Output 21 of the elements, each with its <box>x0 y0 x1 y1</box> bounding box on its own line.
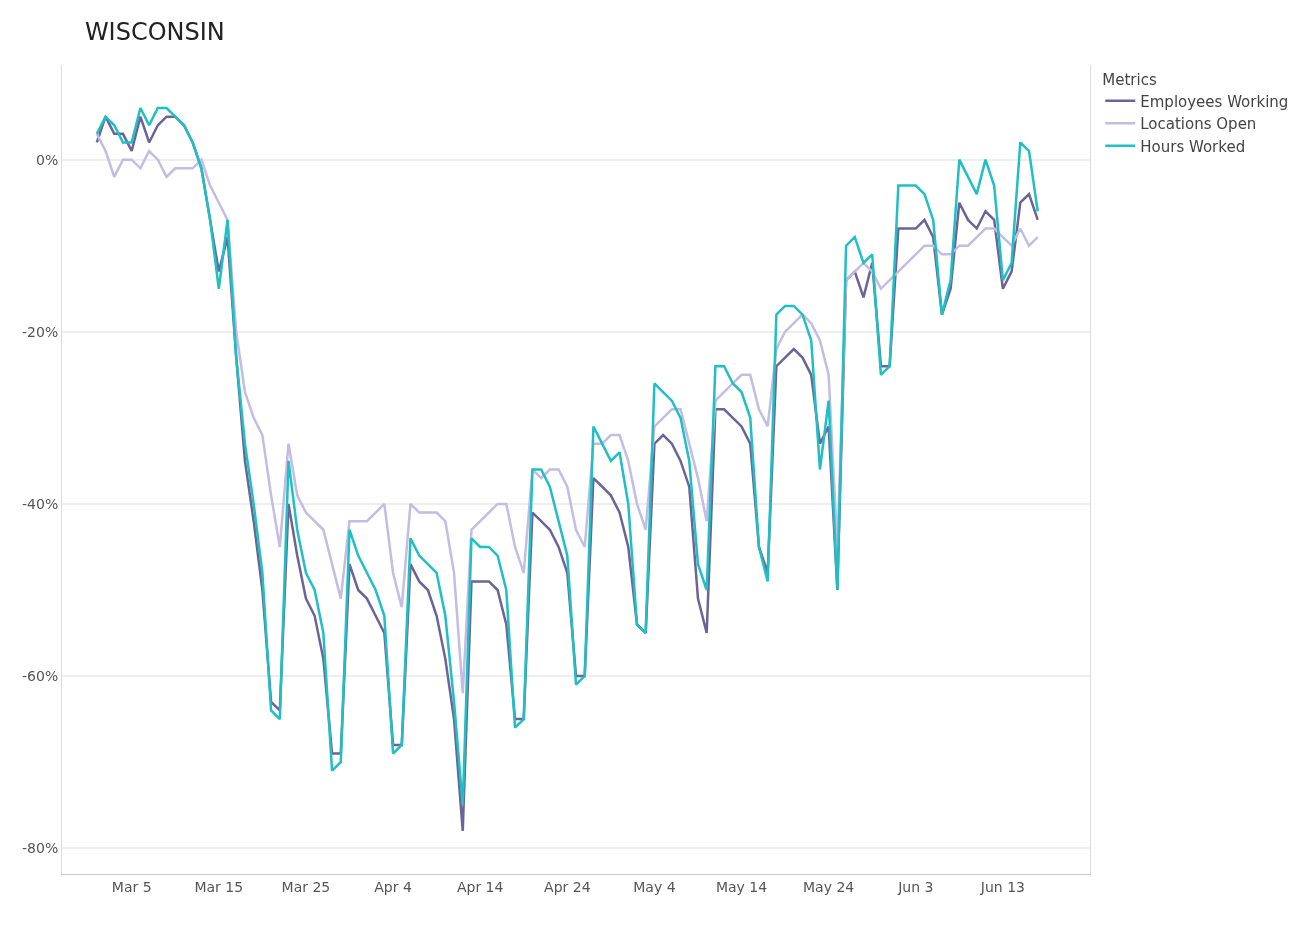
x-tick-label: May 24 <box>803 878 855 895</box>
x-tick-label: May 14 <box>715 878 768 895</box>
x-tick-label: May 4 <box>633 878 676 895</box>
x-tick-label: Apr 24 <box>544 878 591 895</box>
y-tick-label: -20% <box>22 323 59 340</box>
x-tick-label: Mar 15 <box>194 878 244 895</box>
x-tick-label: Jun 13 <box>979 878 1025 895</box>
x-tick-label: Apr 14 <box>456 878 504 895</box>
legend-label: Employees Working <box>1140 92 1289 111</box>
x-tick-label: Jun 3 <box>897 878 934 895</box>
y-tick-label: -40% <box>22 495 59 512</box>
y-tick-label: 0% <box>35 151 59 168</box>
legend-label: Hours Worked <box>1140 137 1246 156</box>
y-tick-label: -80% <box>22 840 59 857</box>
legend-title: Metrics <box>1102 70 1157 89</box>
legend-label: Locations Open <box>1140 115 1257 134</box>
chart-title: WISCONSIN <box>84 18 225 47</box>
x-tick-label: Mar 5 <box>111 878 152 895</box>
y-tick-label: -60% <box>22 667 59 684</box>
x-tick-label: Mar 25 <box>281 878 331 895</box>
x-tick-label: Apr 4 <box>374 878 412 895</box>
